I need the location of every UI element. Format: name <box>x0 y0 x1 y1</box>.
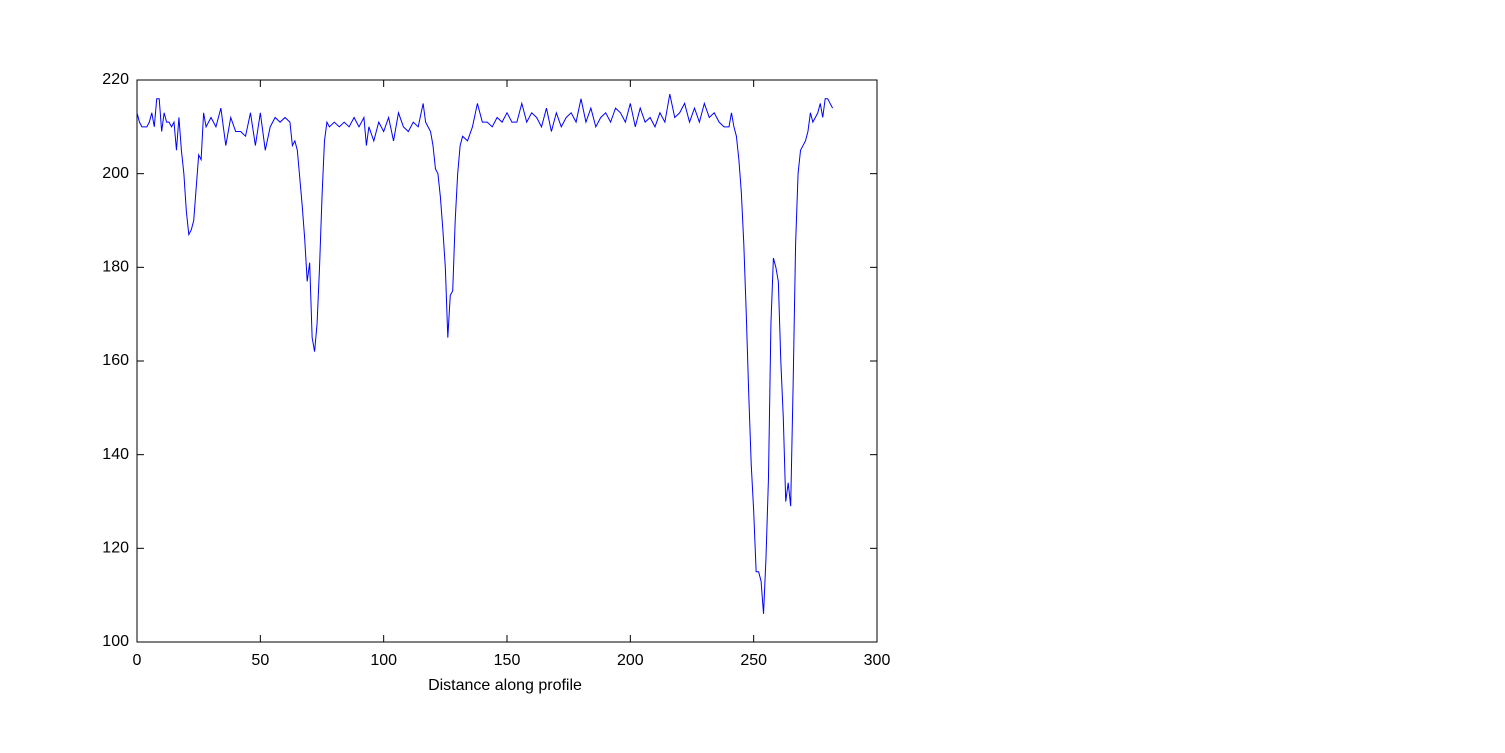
x-tick-label: 50 <box>251 652 269 669</box>
x-tick-label: 0 <box>133 652 142 669</box>
x-tick-label: 300 <box>864 652 891 669</box>
y-tick-label: 140 <box>102 446 129 463</box>
y-tick-label: 220 <box>102 71 129 88</box>
x-tick-label: 200 <box>617 652 644 669</box>
y-tick-label: 160 <box>102 352 129 369</box>
data-line <box>136 93 834 614</box>
x-tick-label: 150 <box>494 652 521 669</box>
x-axis-label: Distance along profile <box>428 677 582 694</box>
y-tick-label: 200 <box>102 165 129 182</box>
y-tick-label: 180 <box>102 259 129 276</box>
x-tick-label: 250 <box>740 652 767 669</box>
plot-area <box>136 79 878 643</box>
y-tick-label: 120 <box>102 540 129 557</box>
y-tick-label: 100 <box>102 633 129 650</box>
x-tick-label: 100 <box>370 652 397 669</box>
